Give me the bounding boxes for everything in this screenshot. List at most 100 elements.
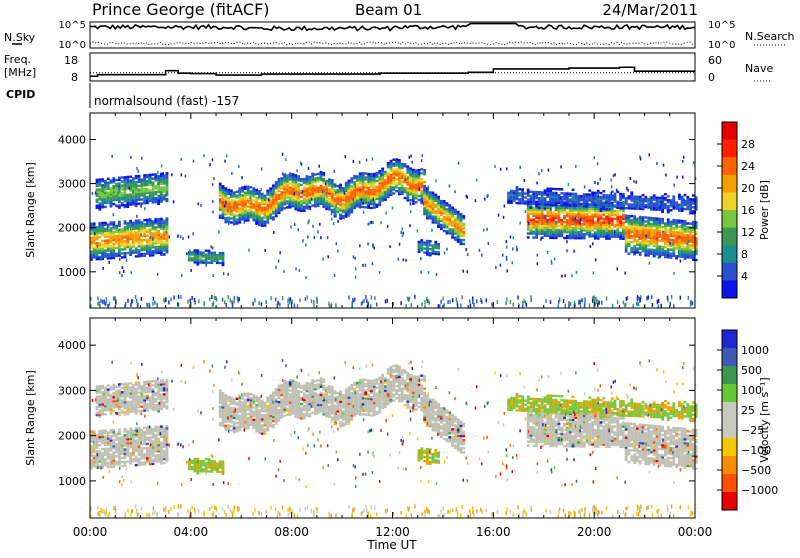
velocity-cell xyxy=(110,429,113,431)
power-cell xyxy=(575,165,577,168)
power-cell xyxy=(614,230,616,233)
power-cell xyxy=(436,273,438,276)
power-cell xyxy=(171,173,173,176)
velocity-cell xyxy=(115,437,118,439)
power-cell xyxy=(354,185,356,188)
power-cell xyxy=(384,179,387,181)
power-cell xyxy=(135,247,138,249)
power-cell xyxy=(143,219,146,221)
velocity-cell xyxy=(101,460,104,462)
power-cell xyxy=(247,209,250,211)
power-cell xyxy=(372,245,374,248)
power-cell xyxy=(576,271,578,274)
power-cell xyxy=(689,244,692,246)
power-cell xyxy=(311,204,314,206)
power-cell xyxy=(355,267,357,270)
power-cell xyxy=(538,197,541,199)
power-cell xyxy=(364,190,367,192)
power-cell xyxy=(113,213,115,216)
power-cell xyxy=(261,207,264,209)
power-cell xyxy=(546,201,549,203)
power-cell xyxy=(686,222,689,224)
power-cell xyxy=(328,198,331,200)
power-cell xyxy=(154,191,157,193)
power-cell xyxy=(673,184,675,187)
power-cell xyxy=(530,219,533,221)
power-cell xyxy=(594,295,595,299)
velocity-cell xyxy=(98,444,101,446)
power-cell xyxy=(420,190,423,192)
power-cell xyxy=(401,163,404,165)
power-cell xyxy=(376,204,379,206)
power-cell xyxy=(437,251,440,253)
power-cell xyxy=(446,230,449,232)
power-cell xyxy=(527,205,530,207)
power-cell xyxy=(409,224,411,227)
velocity-cell xyxy=(104,397,107,399)
power-cell xyxy=(300,162,302,165)
power-cell xyxy=(135,220,138,222)
velocity-cell xyxy=(132,442,135,444)
velocity-cell xyxy=(96,438,99,440)
velocity-cell xyxy=(107,405,110,407)
power-cell xyxy=(625,215,628,217)
power-cell xyxy=(331,218,333,221)
power-cell xyxy=(560,219,563,221)
power-cell xyxy=(638,237,640,240)
power-cell xyxy=(361,198,363,201)
velocity-cell xyxy=(115,394,118,396)
power-cell xyxy=(647,295,648,299)
velocity-cell xyxy=(115,390,118,392)
power-cell xyxy=(630,215,633,217)
power-cell xyxy=(297,175,300,177)
power-cell xyxy=(594,192,597,194)
power-cell xyxy=(423,251,426,253)
power-colorbar-label: Power [dB] xyxy=(758,180,771,240)
power-cell xyxy=(483,229,485,232)
power-cell xyxy=(395,168,398,170)
power-cell xyxy=(239,297,240,301)
power-cell xyxy=(335,205,337,208)
power-cell xyxy=(611,218,614,220)
power-colorbar-segment xyxy=(722,263,737,281)
velocity-cell xyxy=(118,414,121,416)
power-cell xyxy=(563,202,566,204)
power-cell xyxy=(443,230,446,232)
power-cell xyxy=(351,304,352,308)
power-cell xyxy=(428,271,430,274)
power-cell xyxy=(538,172,540,175)
power-cell xyxy=(252,211,255,213)
power-cell xyxy=(152,173,155,175)
power-cell xyxy=(101,178,104,180)
power-cell xyxy=(506,240,508,243)
power-cell xyxy=(236,201,239,203)
power-cell xyxy=(591,192,594,194)
power-cell xyxy=(226,154,228,157)
velocity-cell xyxy=(98,450,101,452)
power-cell xyxy=(692,235,695,237)
velocity-cell xyxy=(135,382,138,384)
power-cell xyxy=(224,187,227,189)
power-cell xyxy=(672,239,675,241)
power-cell xyxy=(617,300,618,304)
power-cell xyxy=(98,242,101,244)
power-cell xyxy=(516,248,518,251)
power-cell xyxy=(181,274,183,277)
power-cell xyxy=(642,223,644,226)
power-cell xyxy=(152,220,155,222)
power-cell xyxy=(180,295,181,299)
power-cell xyxy=(412,161,414,164)
power-cell xyxy=(334,197,337,199)
power-cell xyxy=(401,171,404,173)
power-cell xyxy=(429,248,432,250)
power-cell xyxy=(212,183,214,186)
power-cell xyxy=(209,297,210,301)
power-cell xyxy=(219,262,222,264)
power-cell xyxy=(667,234,670,236)
power-cell xyxy=(667,296,668,300)
power-cell xyxy=(202,252,205,254)
power-heatmap-cells xyxy=(90,153,698,309)
power-cell xyxy=(335,191,337,194)
power-cell xyxy=(380,221,382,224)
power-cell xyxy=(451,207,454,209)
